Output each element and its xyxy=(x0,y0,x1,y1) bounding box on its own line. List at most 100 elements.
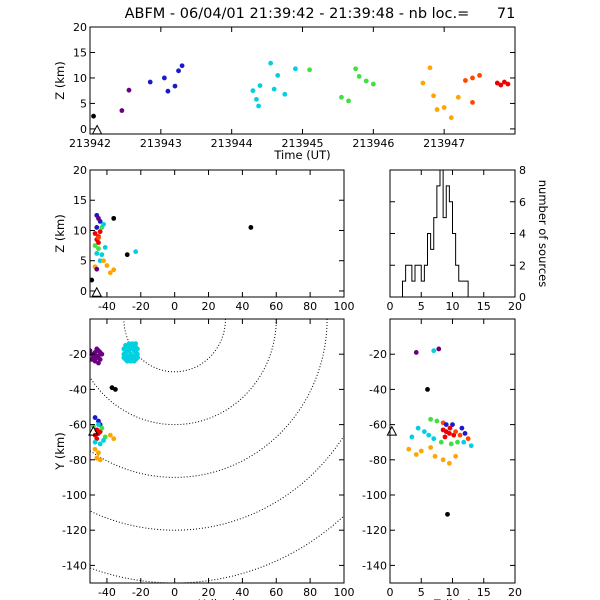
x-tick-label: 100 xyxy=(334,586,355,599)
y-tick-label: 10 xyxy=(73,72,87,85)
points xyxy=(90,341,140,463)
data-point xyxy=(505,81,511,87)
data-point xyxy=(451,432,457,438)
data-point xyxy=(468,443,474,449)
data-point xyxy=(257,83,263,88)
data-point xyxy=(434,107,440,112)
data-point xyxy=(128,358,134,364)
histogram-bar xyxy=(424,265,427,297)
data-point xyxy=(446,460,452,466)
y-tick-label: -140 xyxy=(362,559,387,572)
data-point xyxy=(446,431,452,436)
data-point xyxy=(307,67,312,73)
points xyxy=(91,60,511,121)
data-point xyxy=(501,79,507,85)
histogram-bar xyxy=(449,202,452,297)
data-point xyxy=(455,94,461,100)
histogram-bar xyxy=(459,281,462,297)
data-point xyxy=(461,439,467,445)
data-point xyxy=(119,108,125,113)
data-point xyxy=(441,105,447,110)
x-tick-label: -20 xyxy=(132,586,150,599)
x-tick-label: 60 xyxy=(269,586,283,599)
data-point xyxy=(346,98,351,104)
range-ring xyxy=(90,319,277,426)
y-tick-label: 15 xyxy=(73,46,87,59)
data-point xyxy=(421,429,427,435)
height-y-panel: 0 5 10 15 20 -140 -120 -100 -80 -60 -40 -20 Z (km) xyxy=(362,318,522,600)
data-point xyxy=(425,387,430,392)
data-point xyxy=(92,446,98,452)
data-point xyxy=(256,103,261,109)
histogram-bar xyxy=(446,186,449,297)
y-tick-label: 20 xyxy=(73,164,87,177)
x-tick-label: 20 xyxy=(508,300,522,313)
x-tick-label: 15 xyxy=(477,300,491,313)
histogram-bar xyxy=(462,281,465,297)
data-point xyxy=(111,215,117,221)
y-tick-label: -40 xyxy=(369,383,387,396)
y-axis-label: Y (km) xyxy=(53,432,67,471)
time-height-panel: 213942 213943 213944 213945 213946 213947 0 5 10… xyxy=(53,21,516,162)
data-point xyxy=(135,355,140,361)
y-tick-label: -40 xyxy=(69,383,87,396)
histogram-bar xyxy=(428,234,431,298)
data-point xyxy=(418,448,424,454)
data-point xyxy=(90,357,95,362)
data-point xyxy=(339,94,344,100)
x-tick-label: 20 xyxy=(202,586,216,599)
data-point xyxy=(426,432,432,438)
x-tick-label: 213947 xyxy=(423,137,465,150)
data-point xyxy=(91,113,96,119)
station-triangle-icon xyxy=(88,425,99,436)
data-point xyxy=(363,78,369,84)
x-tick-label: 213944 xyxy=(211,137,253,150)
data-point xyxy=(275,73,281,78)
plot-frame xyxy=(89,169,345,298)
data-point xyxy=(282,91,288,97)
x-tick-label: 0 xyxy=(171,300,178,313)
x-tick-label: 5 xyxy=(418,300,425,313)
x-tick-label: 213946 xyxy=(352,137,394,150)
y-tick-label: -120 xyxy=(62,524,87,537)
y-tick-label: 8 xyxy=(519,164,526,177)
x-tick-label: 80 xyxy=(303,586,317,599)
data-point xyxy=(176,68,181,74)
data-point xyxy=(445,511,450,517)
y-tick-label: -100 xyxy=(62,489,87,502)
y-tick-label: 20 xyxy=(73,21,87,34)
x-tick-label: -20 xyxy=(132,300,150,313)
data-point xyxy=(427,65,433,71)
data-point xyxy=(94,266,100,272)
data-point xyxy=(453,453,459,459)
station-triangle-icon xyxy=(91,286,103,297)
y-tick-label: -80 xyxy=(69,454,87,467)
data-point xyxy=(428,445,434,450)
data-point xyxy=(124,252,130,258)
data-point xyxy=(498,82,504,88)
points xyxy=(90,212,254,283)
y-tick-label: 0 xyxy=(80,285,87,298)
x-tick-label: 20 xyxy=(202,300,216,313)
data-point xyxy=(356,74,362,79)
histogram-bar xyxy=(443,218,446,297)
data-point xyxy=(90,277,95,283)
data-point xyxy=(126,348,132,354)
data-point xyxy=(457,432,463,438)
histogram-bar xyxy=(465,281,468,297)
data-point xyxy=(133,344,139,350)
data-point xyxy=(92,231,98,236)
x-tick-label: 0 xyxy=(171,586,178,599)
data-point xyxy=(413,350,419,355)
data-point xyxy=(443,422,449,427)
data-point xyxy=(250,88,256,94)
data-point xyxy=(99,351,105,357)
x-axis-label: Z (km) xyxy=(433,597,471,600)
data-point xyxy=(428,416,434,422)
data-point xyxy=(97,357,103,362)
data-point xyxy=(96,215,101,221)
data-point xyxy=(97,258,103,264)
x-tick-label: 213943 xyxy=(140,137,182,150)
data-point xyxy=(99,252,105,258)
data-point xyxy=(96,246,101,252)
